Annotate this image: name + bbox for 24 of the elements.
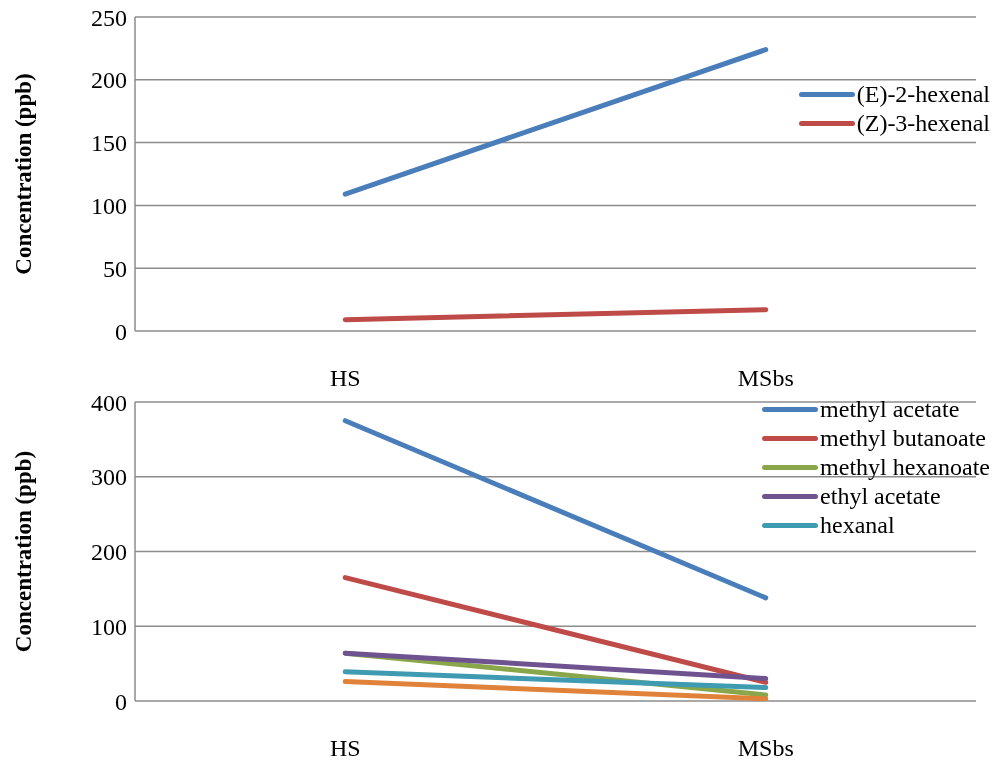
legend-label: hexanal (820, 511, 895, 540)
x-tick-label: MSbs (737, 365, 794, 392)
y-tick-label: 300 (91, 464, 127, 491)
y-tick-label: 0 (115, 688, 127, 715)
y-tick-label: 250 (91, 4, 127, 31)
x-tick-label: HS (329, 365, 361, 392)
x-tick-label: HS (329, 735, 361, 762)
y-tick-label: 200 (91, 67, 127, 94)
y-tick-label: 100 (91, 192, 127, 219)
y-axis-title: Concentration (ppb) (11, 450, 37, 653)
y-tick-label: 0 (115, 318, 127, 345)
legend-label: methyl acetate (820, 395, 960, 424)
x-tick-label: MSbs (737, 735, 794, 762)
y-tick-label: 50 (103, 255, 127, 282)
legend-label: methyl butanoate (820, 424, 987, 453)
y-axis-title: Concentration (ppb) (11, 73, 37, 275)
legend-label: methyl hexanoate (820, 453, 990, 482)
y-tick-label: 200 (91, 539, 127, 566)
legend-label: (E)-2-hexenal (856, 80, 990, 109)
legend-label: (Z)-3-hexenal (856, 109, 990, 138)
legend-label: ethyl acetate (820, 482, 941, 511)
y-tick-label: 400 (91, 389, 127, 416)
y-tick-label: 100 (91, 613, 127, 640)
y-tick-label: 150 (91, 130, 127, 157)
